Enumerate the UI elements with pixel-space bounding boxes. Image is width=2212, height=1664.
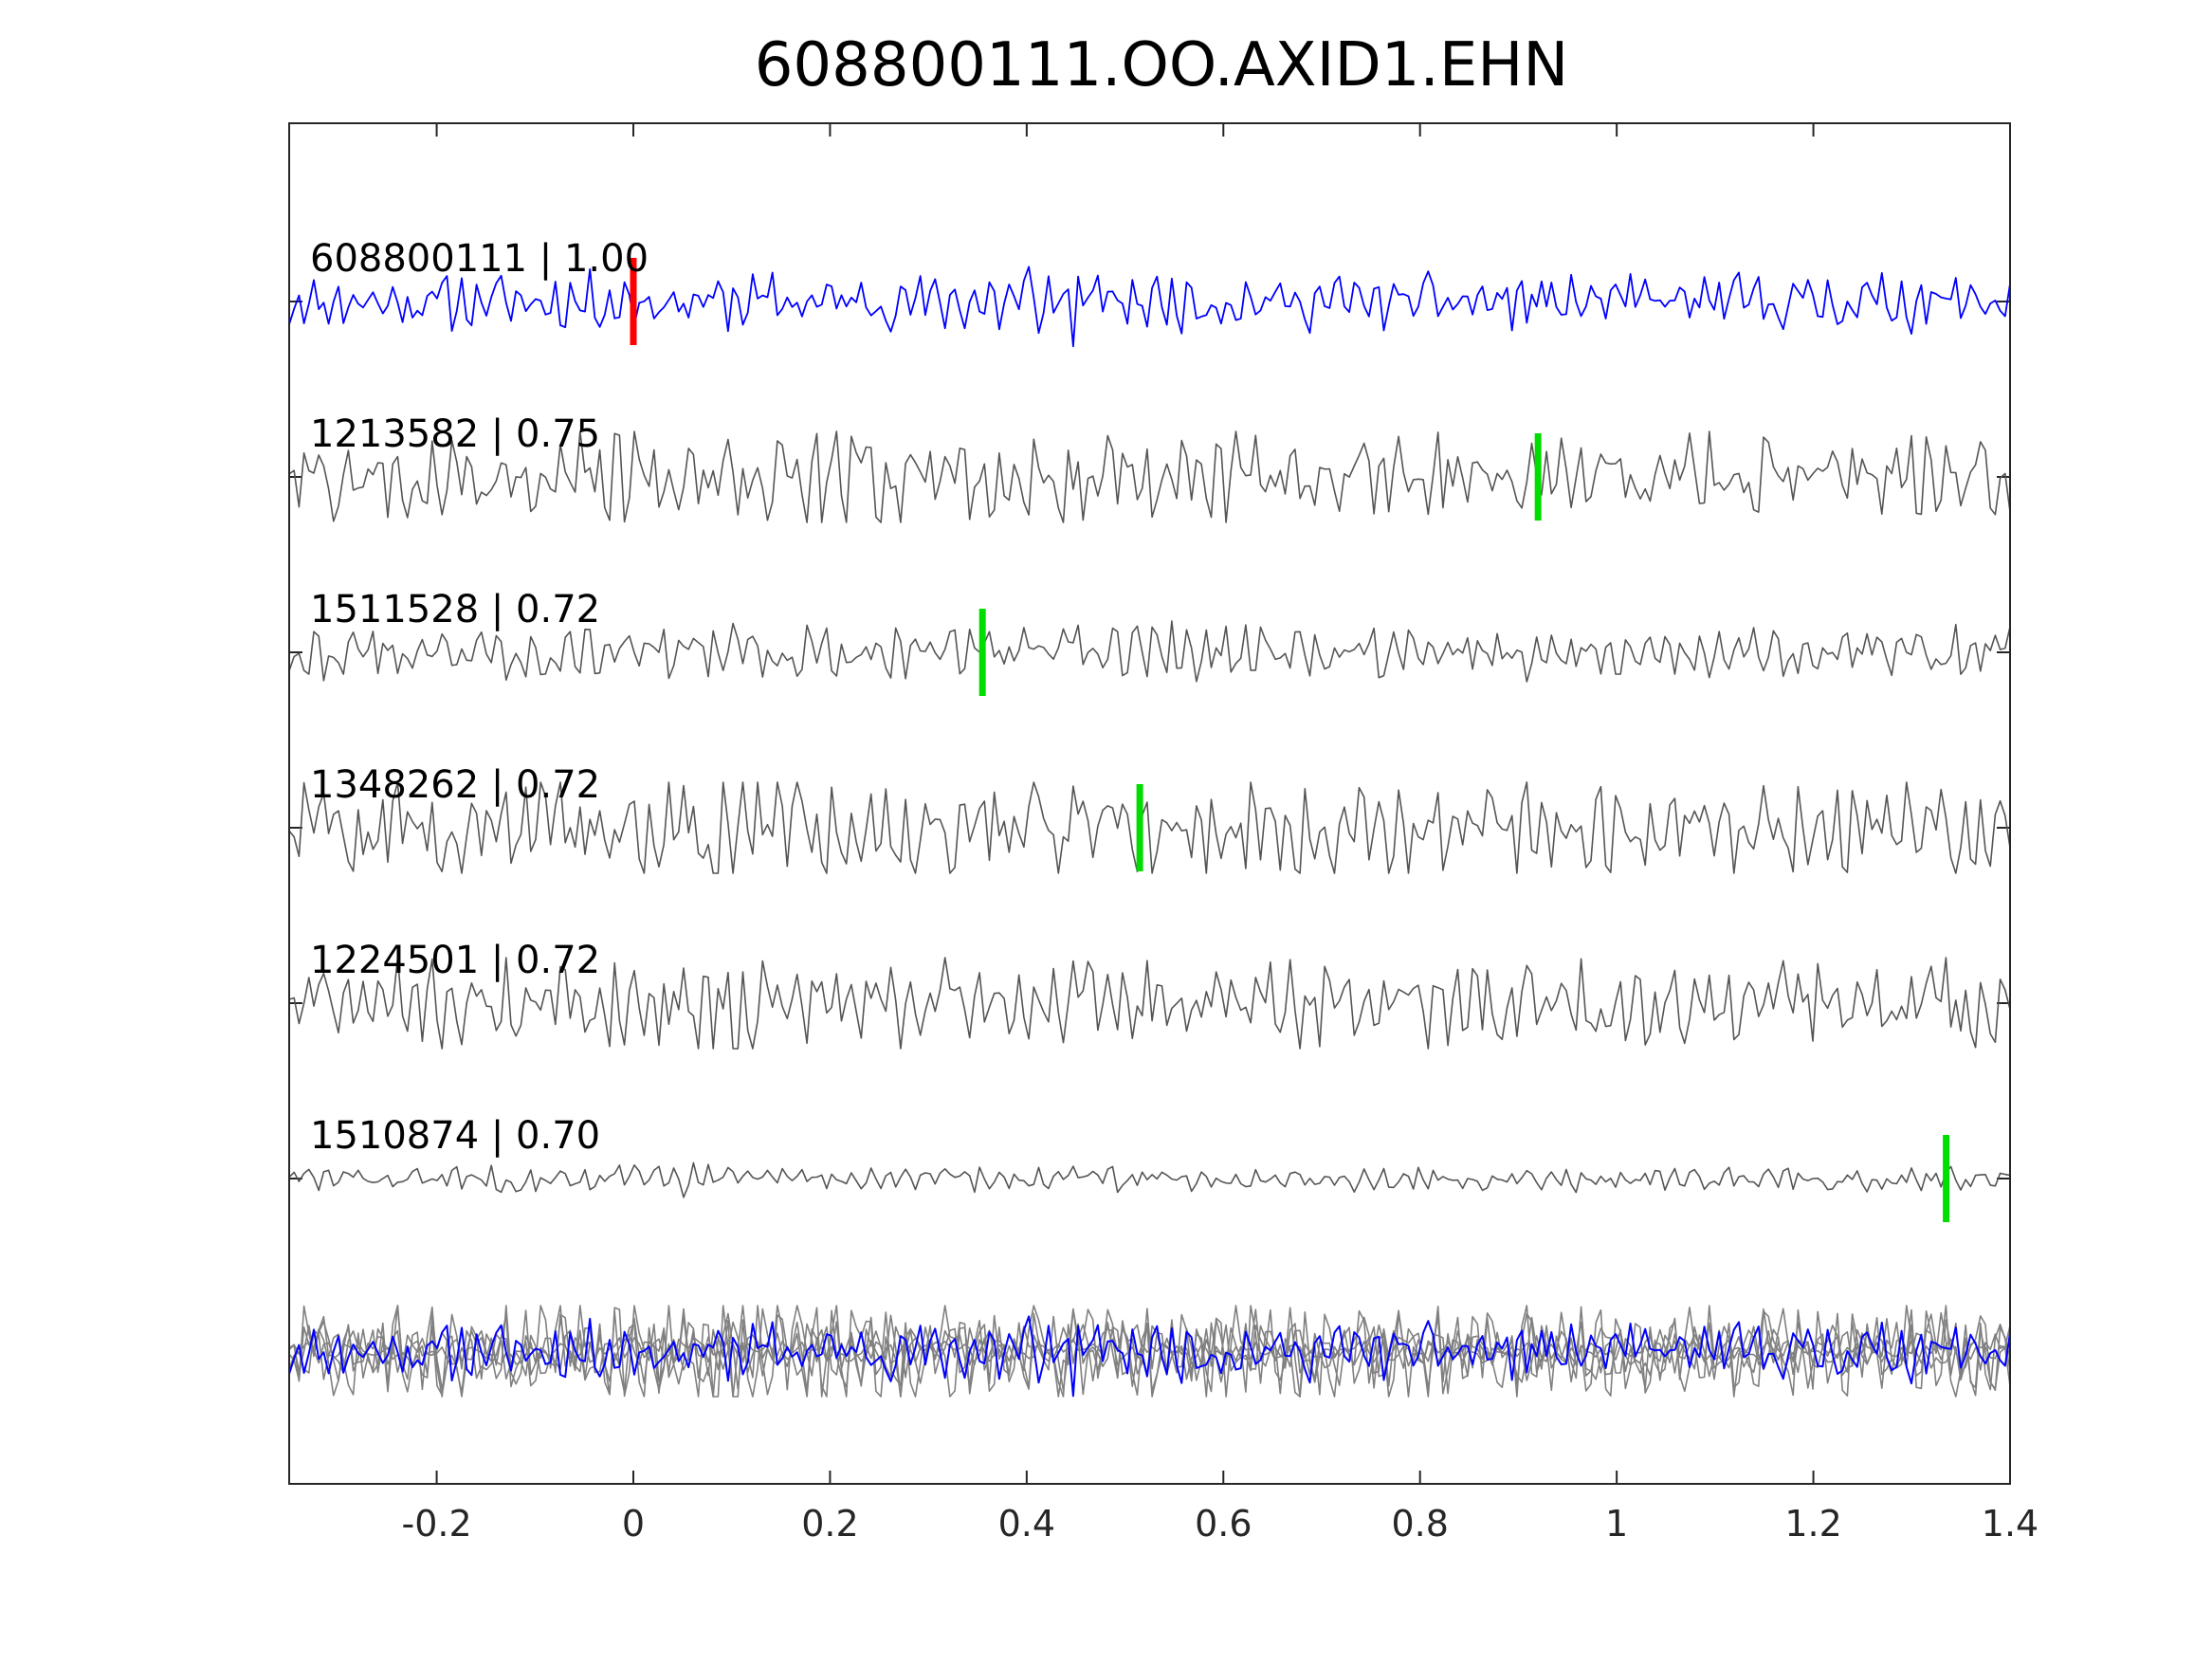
x-tick-label-0: -0.2 bbox=[401, 1503, 471, 1545]
waveform-trace-4 bbox=[288, 957, 2011, 1050]
x-tick-label-1: 0 bbox=[622, 1503, 645, 1545]
waveform-trace-2 bbox=[288, 620, 2011, 683]
x-tick-label-6: 1 bbox=[1605, 1503, 1628, 1545]
stacked-overlay-layer bbox=[288, 1305, 2011, 1398]
x-tick-label-5: 0.8 bbox=[1391, 1503, 1448, 1545]
trace-label-2: 1511528 | 0.72 bbox=[310, 588, 600, 631]
x-tick-label-8: 1.4 bbox=[1982, 1503, 2038, 1545]
waveform-trace-5 bbox=[288, 1161, 2011, 1198]
chart-title: 608800111.OO.AXID1.EHN bbox=[755, 30, 1569, 101]
traces-layer bbox=[288, 265, 2011, 1198]
picks-layer bbox=[630, 258, 1950, 1222]
plot-axes-box bbox=[288, 122, 2011, 1485]
trace-labels-layer: 608800111 | 1.00 1213582 | 0.75 1511528 | … bbox=[310, 237, 649, 1158]
trace-label-0: 608800111 | 1.00 bbox=[310, 237, 649, 281]
overlay-template-trace bbox=[288, 1315, 2011, 1398]
trace-label-1: 1213582 | 0.75 bbox=[310, 412, 600, 456]
x-tick-label-2: 0.2 bbox=[801, 1503, 858, 1545]
trace-label-5: 1510874 | 0.70 bbox=[310, 1114, 600, 1158]
x-tick-label-7: 1.2 bbox=[1784, 1503, 1841, 1545]
x-tick-label-3: 0.4 bbox=[998, 1503, 1055, 1545]
x-ticks-layer: -0.2 0 0.2 0.4 0.6 0.8 1 1.2 1.4 bbox=[401, 123, 2038, 1545]
x-tick-label-4: 0.6 bbox=[1195, 1503, 1252, 1545]
trace-label-4: 1224501 | 0.72 bbox=[310, 939, 600, 982]
waveform-trace-1 bbox=[288, 430, 2011, 523]
waveform-trace-3 bbox=[288, 781, 2011, 874]
waveform-trace-0 bbox=[288, 265, 2011, 348]
trace-label-3: 1348262 | 0.72 bbox=[310, 763, 600, 807]
